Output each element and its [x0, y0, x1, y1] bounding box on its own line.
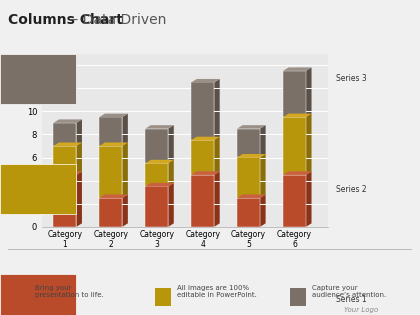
Polygon shape [145, 183, 174, 186]
Text: Columns Chart: Columns Chart [8, 13, 123, 26]
Polygon shape [168, 125, 174, 163]
Polygon shape [283, 67, 312, 71]
Bar [283, 117, 306, 175]
Bar [237, 129, 260, 158]
Polygon shape [260, 125, 265, 158]
Text: Your Logo: Your Logo [344, 307, 378, 313]
Bar [237, 198, 260, 227]
Text: Bring your
presentation to life.: Bring your presentation to life. [34, 285, 103, 298]
Polygon shape [53, 142, 82, 146]
Polygon shape [53, 119, 82, 123]
Bar [145, 186, 168, 227]
Polygon shape [122, 114, 128, 146]
Polygon shape [168, 183, 174, 227]
Polygon shape [100, 194, 128, 198]
Bar [283, 175, 306, 227]
Text: All images are 100%
editable in PowerPoint.: All images are 100% editable in PowerPoi… [177, 285, 257, 298]
Polygon shape [214, 137, 220, 175]
Bar [53, 175, 76, 227]
Polygon shape [237, 154, 265, 158]
Polygon shape [76, 142, 82, 175]
Polygon shape [191, 79, 220, 83]
Polygon shape [122, 142, 128, 198]
Bar [53, 146, 76, 175]
Bar [191, 83, 214, 140]
Polygon shape [122, 194, 128, 227]
Text: Series 3: Series 3 [336, 74, 367, 83]
Polygon shape [283, 171, 312, 175]
Text: Capture your
audience’s attention.: Capture your audience’s attention. [312, 285, 386, 298]
Polygon shape [191, 137, 220, 140]
Bar [191, 175, 214, 227]
Polygon shape [168, 160, 174, 186]
Bar [53, 123, 76, 146]
Bar [237, 158, 260, 198]
Polygon shape [53, 171, 82, 175]
Polygon shape [100, 142, 128, 146]
Polygon shape [306, 114, 312, 175]
Text: Series 2: Series 2 [336, 185, 367, 193]
Text: Series 1: Series 1 [336, 295, 367, 304]
Polygon shape [237, 194, 265, 198]
Polygon shape [214, 79, 220, 140]
Polygon shape [145, 125, 174, 129]
Polygon shape [260, 194, 265, 227]
Polygon shape [100, 114, 128, 117]
Polygon shape [214, 171, 220, 227]
Text: – Data Driven: – Data Driven [67, 13, 167, 26]
Polygon shape [237, 125, 265, 129]
Polygon shape [145, 160, 174, 163]
Polygon shape [260, 154, 265, 198]
Bar [145, 129, 168, 163]
Polygon shape [283, 114, 312, 117]
Polygon shape [191, 171, 220, 175]
Bar [100, 117, 122, 146]
Polygon shape [306, 67, 312, 117]
Polygon shape [76, 171, 82, 227]
Polygon shape [76, 119, 82, 146]
Bar [145, 163, 168, 186]
Bar [191, 140, 214, 175]
Bar [100, 198, 122, 227]
Bar [100, 146, 122, 198]
Polygon shape [306, 171, 312, 227]
Bar [283, 71, 306, 117]
